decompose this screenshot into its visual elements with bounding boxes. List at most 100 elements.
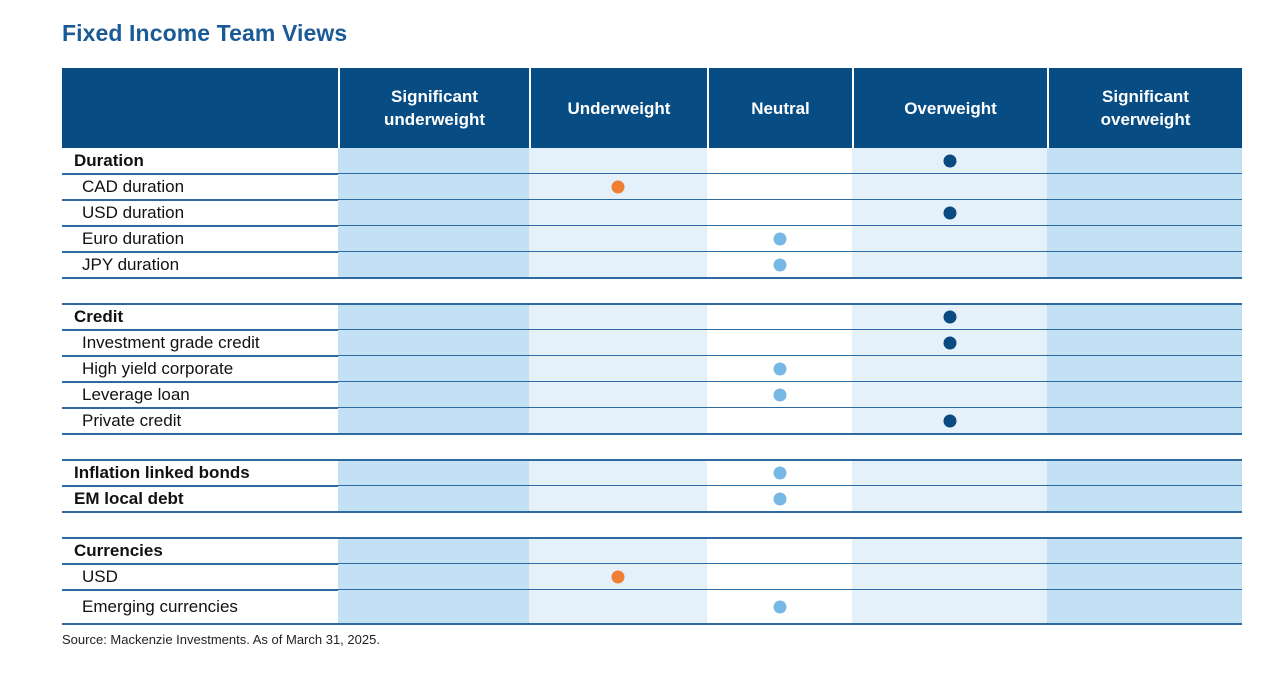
- group-label: EM local debt: [74, 489, 184, 508]
- table-row: High yield corporate: [62, 356, 1242, 382]
- view-cell: [707, 330, 852, 356]
- table-row: JPY duration: [62, 252, 1242, 278]
- view-cell: [338, 226, 529, 252]
- view-cell: [338, 408, 529, 434]
- dark-blue-dot-marker: [943, 414, 956, 428]
- group-label: Duration: [74, 151, 144, 170]
- view-cell: [1047, 356, 1242, 382]
- row-divider: [62, 511, 1242, 513]
- view-cell: [529, 538, 707, 564]
- table-header: Significant underweight Underweight Neutral…: [62, 68, 1242, 148]
- group-label: Inflation linked bonds: [74, 463, 250, 482]
- view-cell: [529, 200, 707, 226]
- group-label: Currencies: [74, 541, 163, 560]
- view-cell: [1047, 538, 1242, 564]
- light-blue-dot-marker: [773, 466, 786, 480]
- table-row: Currencies: [62, 538, 1242, 564]
- view-cell: [529, 486, 707, 512]
- column-header-line: Significant: [391, 87, 478, 106]
- view-cell: [338, 304, 529, 330]
- column-header-text: Neutral: [751, 97, 810, 120]
- view-cell: [529, 330, 707, 356]
- view-cell: [338, 200, 529, 226]
- view-cell: [529, 590, 707, 624]
- row-label: USD: [82, 567, 118, 586]
- view-cell: [338, 486, 529, 512]
- table-row: EM local debt: [62, 486, 1242, 512]
- light-blue-dot-marker: [773, 258, 786, 272]
- table-row: Leverage loan: [62, 382, 1242, 408]
- column-header-text: Underweight: [568, 97, 671, 120]
- row-label: Leverage loan: [82, 385, 190, 404]
- view-cell: [529, 460, 707, 486]
- view-cell: [1047, 590, 1242, 624]
- view-cell: [1047, 382, 1242, 408]
- light-blue-dot-marker: [773, 492, 786, 506]
- column-header-line: Overweight: [904, 98, 997, 118]
- dark-blue-dot-marker: [943, 206, 956, 220]
- view-cell: [707, 564, 852, 590]
- column-header-line: overweight: [1100, 110, 1191, 129]
- table-row: CAD duration: [62, 174, 1242, 200]
- group-top-divider: [62, 537, 1242, 539]
- view-cell: [529, 408, 707, 434]
- view-cell: [852, 486, 1047, 512]
- column-header-text: Overweight: [904, 97, 997, 120]
- dark-blue-dot-marker: [943, 310, 956, 324]
- view-cell: [852, 174, 1047, 200]
- light-blue-dot-marker: [773, 600, 786, 614]
- row-label: Investment grade credit: [82, 333, 260, 352]
- table-row: Inflation linked bonds: [62, 460, 1242, 486]
- view-cell: [1047, 330, 1242, 356]
- view-cell: [707, 200, 852, 226]
- view-cell: [1047, 304, 1242, 330]
- orange-dot-marker: [611, 180, 625, 194]
- view-cell: [338, 148, 529, 174]
- view-cell: [529, 382, 707, 408]
- view-cell: [338, 538, 529, 564]
- view-cell: [1047, 148, 1242, 174]
- view-cell: [1047, 174, 1242, 200]
- page-title: Fixed Income Team Views: [62, 20, 348, 46]
- view-cell: [338, 174, 529, 200]
- view-cell: [529, 226, 707, 252]
- row-divider: [62, 623, 1242, 625]
- view-cell: [338, 590, 529, 624]
- column-header-5: Significant overweight: [1047, 68, 1242, 148]
- view-cell: [852, 226, 1047, 252]
- row-label: Private credit: [82, 411, 182, 430]
- column-header-line: underweight: [383, 110, 486, 129]
- view-cell: [1047, 564, 1242, 590]
- view-cell: [852, 252, 1047, 278]
- view-cell: [1047, 200, 1242, 226]
- row-label: CAD duration: [82, 177, 185, 196]
- table-row: Private credit: [62, 408, 1242, 434]
- view-cell: [338, 330, 529, 356]
- table-row: Emerging currencies: [62, 590, 1242, 624]
- view-cell: [707, 538, 852, 564]
- view-cell: [852, 538, 1047, 564]
- column-header-line: Underweight: [567, 98, 671, 118]
- view-cell: [1047, 486, 1242, 512]
- row-label: Euro duration: [82, 229, 185, 248]
- light-blue-dot-marker: [773, 388, 786, 402]
- dark-blue-dot-marker: [943, 154, 956, 168]
- view-cell: [529, 148, 707, 174]
- view-cell: [852, 590, 1047, 624]
- view-cell: [1047, 408, 1242, 434]
- row-label: Emerging currencies: [82, 597, 238, 616]
- column-header-1: Significant underweight: [338, 68, 529, 148]
- view-cell: [338, 382, 529, 408]
- table-row: USD: [62, 564, 1242, 590]
- column-header-2: Underweight: [529, 68, 707, 148]
- view-cell: [338, 564, 529, 590]
- table-row: USD duration: [62, 200, 1242, 226]
- row-label: USD duration: [82, 203, 185, 222]
- view-cell: [852, 564, 1047, 590]
- column-header-text: Significant overweight: [1101, 85, 1191, 131]
- column-header-4: Overweight: [852, 68, 1047, 148]
- row-divider: [62, 433, 1242, 435]
- view-cell: [338, 356, 529, 382]
- view-cell: [338, 252, 529, 278]
- source-note: Source: Mackenzie Investments. As of Mar…: [62, 632, 380, 647]
